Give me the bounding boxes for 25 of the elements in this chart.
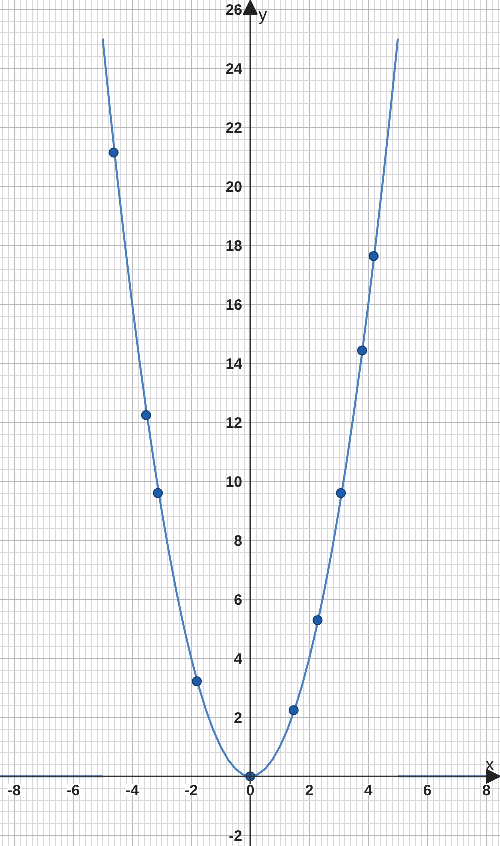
x-tick-label: -6: [66, 782, 80, 800]
x-tick-label: -8: [8, 782, 22, 800]
x-tick-label: 8: [482, 782, 491, 800]
x-tick-label: -4: [126, 782, 140, 800]
y-tick-label: 6: [234, 592, 242, 610]
y-tick-label: 26: [226, 2, 243, 19]
y-tick-label: 10: [226, 474, 243, 491]
y-tick-label: -2: [229, 828, 243, 846]
x-axis-title: x: [486, 754, 494, 775]
x-tick-label: 6: [423, 782, 432, 800]
y-tick-label: 22: [226, 120, 243, 137]
y-tick-label: 2: [234, 710, 242, 728]
y-tick-label: 8: [234, 533, 242, 550]
y-tick-label: 18: [226, 238, 243, 255]
y-tick-label: 16: [226, 296, 243, 314]
x-tick-label: 0: [246, 782, 255, 800]
y-tick-label: 12: [226, 414, 243, 432]
y-tick-label: 4: [234, 651, 244, 668]
y-tick-label: 20: [226, 178, 243, 196]
x-tick-label: 2: [305, 782, 314, 800]
y-tick-label: 24: [226, 60, 244, 78]
y-axis-title: y: [258, 4, 268, 24]
y-tick-label: 14: [226, 356, 244, 373]
x-tick-label: -2: [184, 782, 198, 800]
x-tick-label: 4: [364, 782, 374, 800]
